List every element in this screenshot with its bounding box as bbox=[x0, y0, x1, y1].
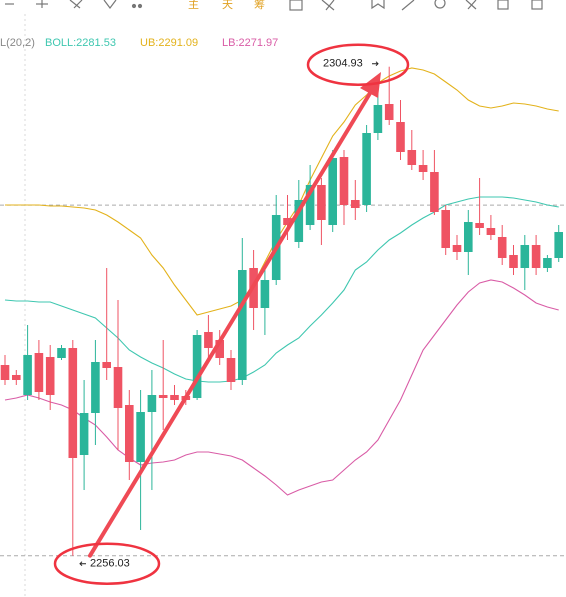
candle-body bbox=[305, 185, 315, 225]
candle-body bbox=[204, 332, 213, 348]
band-line bbox=[4, 196, 559, 383]
candle-body bbox=[238, 270, 247, 380]
legend-entry: BOLL:2281.53 bbox=[45, 37, 116, 49]
candle-body bbox=[45, 357, 55, 395]
candle-body bbox=[12, 375, 21, 380]
candle-body bbox=[543, 258, 552, 268]
tool-icon[interactable] bbox=[289, 0, 303, 11]
legend-entry: UB:2291.09 bbox=[140, 37, 198, 49]
candle-body bbox=[192, 335, 202, 398]
tool-icon[interactable] bbox=[131, 3, 137, 9]
candle-body bbox=[57, 348, 66, 358]
candle-body bbox=[430, 172, 439, 212]
toolbar-label[interactable]: 主 bbox=[188, 0, 199, 11]
tool-icon[interactable] bbox=[321, 0, 335, 11]
tool-icon[interactable] bbox=[137, 3, 143, 9]
tool-icon[interactable] bbox=[531, 0, 543, 10]
annotation-pointer bbox=[79, 561, 86, 567]
candle-body bbox=[509, 255, 518, 268]
candle-body bbox=[170, 395, 179, 400]
candle-body bbox=[531, 245, 541, 268]
candle-body bbox=[373, 105, 383, 133]
candle-body bbox=[486, 228, 496, 235]
candle-body bbox=[520, 245, 530, 268]
band-line bbox=[4, 279, 559, 496]
candle-body bbox=[283, 218, 292, 225]
toolbar bbox=[5, 0, 543, 11]
candle-body bbox=[464, 222, 473, 252]
candle-body bbox=[317, 185, 326, 220]
tool-icon[interactable] bbox=[103, 0, 117, 9]
candle-body bbox=[339, 157, 349, 205]
candle-body bbox=[384, 104, 394, 120]
candle-body bbox=[362, 133, 371, 205]
candle-body bbox=[396, 122, 405, 152]
tool-icon[interactable] bbox=[371, 0, 385, 10]
tool-icon[interactable] bbox=[434, 0, 446, 9]
candle-body bbox=[79, 413, 89, 455]
candle-body bbox=[418, 165, 428, 172]
candle-body bbox=[147, 395, 157, 412]
legend-prefix: L(20,2) bbox=[0, 37, 35, 49]
candle-body bbox=[23, 355, 32, 395]
candle-body bbox=[294, 200, 304, 242]
candle-body bbox=[497, 237, 507, 258]
annotation-circle bbox=[53, 542, 161, 585]
candle-body bbox=[441, 210, 450, 248]
candle-body bbox=[102, 362, 111, 368]
candle-body bbox=[158, 395, 168, 398]
tool-icon[interactable] bbox=[401, 0, 415, 11]
candle-body bbox=[554, 232, 563, 258]
candle-body bbox=[452, 245, 462, 252]
candle-body bbox=[136, 412, 145, 462]
candle-body bbox=[475, 223, 484, 228]
candle-body bbox=[91, 362, 100, 413]
trend-arrow bbox=[88, 83, 377, 558]
candle-body bbox=[328, 158, 337, 225]
legend-entry: LB:2271.97 bbox=[222, 37, 278, 49]
band-line bbox=[5, 67, 559, 316]
annotation-label: 2256.03 bbox=[90, 558, 130, 570]
candle-body bbox=[226, 358, 236, 382]
candle-body bbox=[407, 150, 417, 165]
candle-body bbox=[113, 367, 123, 408]
toolbar-label[interactable]: 天 bbox=[222, 0, 233, 11]
toolbar-label[interactable]: 筹 bbox=[254, 0, 265, 11]
annotation-circle bbox=[306, 43, 410, 86]
candle-body bbox=[0, 365, 10, 380]
candle-body bbox=[34, 353, 44, 392]
tool-icon[interactable] bbox=[69, 0, 83, 9]
annotation-pointer bbox=[372, 61, 379, 67]
tool-icon[interactable] bbox=[465, 0, 477, 10]
tool-icon[interactable] bbox=[497, 0, 509, 10]
annotation-label: 2304.93 bbox=[323, 58, 363, 70]
candle-body bbox=[125, 405, 134, 462]
candle-body bbox=[68, 348, 78, 458]
candle-body bbox=[351, 200, 360, 208]
candle-body bbox=[260, 280, 270, 308]
candle-body bbox=[215, 340, 224, 358]
